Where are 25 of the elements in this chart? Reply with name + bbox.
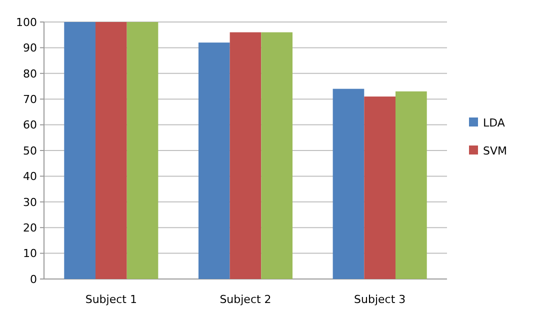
- bar: [230, 32, 262, 279]
- y-tick-label: 60: [23, 118, 37, 132]
- bar: [95, 22, 127, 279]
- y-tick-label: 100: [16, 16, 37, 29]
- legend-label: LDA: [483, 116, 506, 130]
- x-tick-label: Subject 3: [354, 293, 406, 306]
- bar: [64, 22, 96, 279]
- y-tick-label: 80: [23, 67, 37, 80]
- y-tick-label: 20: [23, 221, 37, 234]
- x-tick-label: Subject 2: [220, 293, 272, 306]
- y-tick-label: 90: [23, 42, 37, 55]
- bar: [261, 32, 293, 279]
- y-tick-label: 50: [23, 144, 37, 158]
- bar: [198, 42, 230, 279]
- bar: [396, 91, 427, 279]
- y-tick-label: 70: [23, 92, 37, 106]
- y-tick-label: 30: [23, 196, 37, 209]
- bar: [332, 88, 364, 279]
- y-tick-label: 40: [23, 170, 37, 184]
- bar: [126, 22, 158, 279]
- legend-label: SVM: [483, 144, 507, 158]
- bar: [364, 96, 396, 279]
- y-tick-label: 10: [23, 247, 37, 260]
- y-tick-label: 0: [30, 272, 37, 286]
- x-tick-label: Subject 1: [85, 293, 137, 306]
